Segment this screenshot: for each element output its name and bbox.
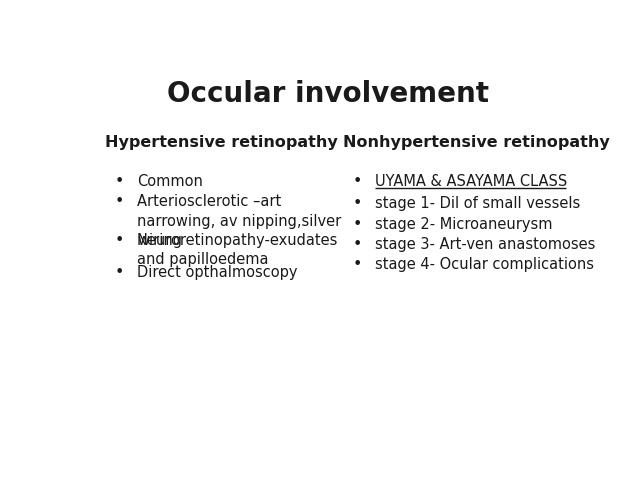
Text: •: • (353, 174, 362, 189)
Text: Occular involvement: Occular involvement (167, 80, 489, 108)
Text: Hypertensive retinopathy: Hypertensive retinopathy (105, 135, 337, 150)
Text: UYAMA & ASAYAMA CLASS: UYAMA & ASAYAMA CLASS (375, 174, 568, 189)
Text: •: • (353, 237, 362, 252)
Text: Common: Common (137, 174, 203, 189)
Text: stage 2- Microaneurysm: stage 2- Microaneurysm (375, 216, 552, 231)
Text: stage 3- Art-ven anastomoses: stage 3- Art-ven anastomoses (375, 237, 595, 252)
Text: stage 1- Dil of small vessels: stage 1- Dil of small vessels (375, 196, 580, 211)
Text: •: • (115, 264, 124, 279)
Text: Nonhypertensive retinopathy: Nonhypertensive retinopathy (343, 135, 610, 150)
Text: •: • (115, 194, 124, 209)
Text: •: • (353, 216, 362, 231)
Text: Neuroretinopathy-exudates
and papilloedema: Neuroretinopathy-exudates and papilloede… (137, 233, 339, 267)
Text: •: • (353, 196, 362, 211)
Text: Arteriosclerotic –art
narrowing, av nipping,silver
wiring: Arteriosclerotic –art narrowing, av nipp… (137, 194, 341, 248)
Text: •: • (353, 257, 362, 272)
Text: •: • (115, 233, 124, 248)
Text: Direct opthalmoscopy: Direct opthalmoscopy (137, 264, 298, 279)
Text: •: • (115, 174, 124, 189)
Text: stage 4- Ocular complications: stage 4- Ocular complications (375, 257, 594, 272)
